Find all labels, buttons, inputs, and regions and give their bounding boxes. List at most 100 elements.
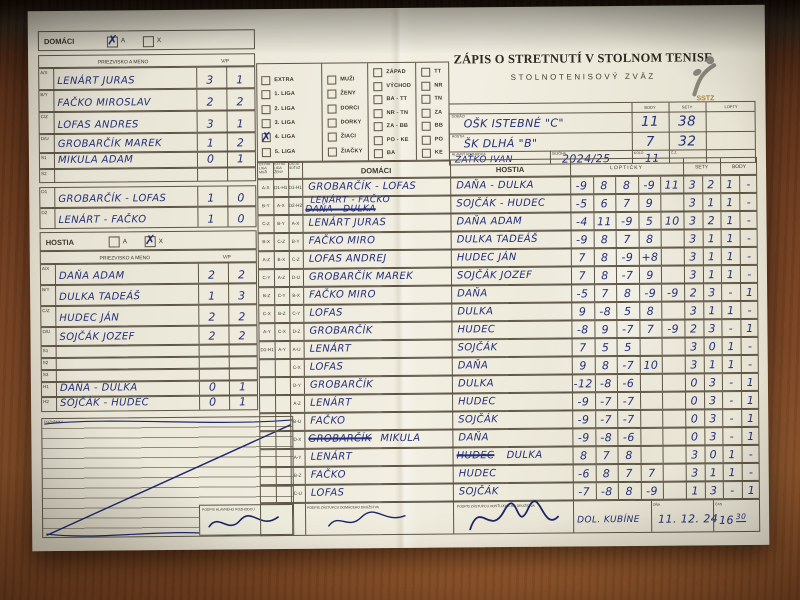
league-checkbox — [261, 90, 271, 100]
match-point: - — [746, 177, 751, 191]
sets-won: 1 — [708, 304, 716, 318]
player-name: SOJČÁK - HUDEC — [60, 397, 150, 409]
player-name: SOJČÁK JOZEF — [59, 331, 135, 343]
check-mark: ✗ — [260, 130, 273, 146]
cell-border — [196, 133, 198, 151]
set-ball-score: -8 — [576, 323, 589, 337]
home-roster-row: B/Y FAČKO MIROSLAV 2 2 — [38, 88, 256, 113]
cell-border — [302, 179, 304, 196]
wins-value: 1 — [207, 212, 215, 226]
guest-player: SOJČÁK — [457, 342, 498, 354]
sets-won: 1 — [691, 484, 699, 498]
league-checkbox — [421, 135, 431, 145]
sets-column-header: SETY — [694, 164, 709, 171]
wins-value: 2 — [208, 329, 216, 343]
sets-won: 1 — [708, 358, 717, 372]
cell-border — [198, 305, 200, 325]
league-checkbox — [373, 122, 383, 132]
set-ball-score: 7 — [579, 341, 587, 355]
score-summary: BODY SETY LOPTY DOMÁCI OŠK ISTEBNÉ "C" 11 38 HO… — [448, 100, 757, 166]
set-ball-score: 9 — [601, 323, 610, 337]
set-ball-score: 5 — [645, 214, 654, 228]
losses-value: 3 — [238, 289, 246, 303]
match-point: 1 — [728, 448, 736, 462]
row-code: H1 — [42, 384, 49, 390]
match-point: 1 — [745, 285, 754, 299]
guest-player: DAŇA - DULKA — [456, 179, 534, 192]
set-ball-score: -9 — [621, 250, 634, 265]
home-roster-row: S1 MIKULA ADAM 0 1 — [38, 151, 257, 170]
match-point: - — [746, 231, 752, 245]
home-option-X-checkbox — [142, 35, 154, 47]
league-checkbox — [327, 132, 337, 142]
league-checkbox — [373, 135, 383, 145]
notes-area: POZNÁMKY PODPIS HLAVNÉHO ROZHODCU — [41, 415, 295, 539]
cell-border — [226, 89, 228, 110]
cell-border — [304, 431, 306, 448]
wins-value: 1 — [207, 191, 215, 205]
cell-border — [452, 430, 454, 447]
cell-border — [54, 264, 57, 284]
set-ball-score: -8 — [599, 377, 612, 391]
match-point: 1 — [746, 321, 754, 335]
set-ball-score: 8 — [625, 484, 634, 499]
match-code: C-X — [292, 364, 301, 370]
home-player: LOFAS ANDREJ — [308, 253, 387, 265]
home-roster-row: C/Z LOFAS ANDRES 3 1 — [38, 110, 256, 135]
form-title: ZÁPIS O STRETNUTÍ V STOLNOM TENISE — [453, 50, 713, 67]
cell-border — [226, 111, 228, 132]
match-code: B-Y — [291, 238, 300, 244]
match-code: C-Z — [291, 256, 300, 262]
sets-won: 1 — [707, 250, 716, 264]
player-name: LENÁRT - FAČKO — [58, 214, 147, 226]
guest-roster-row: B/Y DULKA TADEÁŠ 1 3 — [40, 283, 258, 307]
cell-border — [304, 449, 306, 466]
cell-border — [55, 358, 57, 369]
sets-won: 0 — [690, 394, 699, 408]
sets-won: 3 — [708, 322, 716, 336]
match-point: 1 — [726, 268, 735, 282]
match-code: D-Z — [292, 328, 301, 334]
cell-border — [304, 467, 306, 484]
name-column-header: PRIEZVISKO A MENO — [99, 255, 151, 262]
cell-border — [452, 502, 455, 534]
cell-border — [228, 305, 230, 325]
cell-border — [303, 287, 305, 304]
cell-border — [302, 233, 304, 250]
set-ball-score: 8 — [622, 178, 631, 193]
guest-player: DULKA TADEÁŠ — [456, 233, 538, 246]
sets-won: 2 — [689, 322, 698, 336]
league-option-label: TN — [434, 95, 443, 102]
match-point: - — [728, 286, 733, 300]
match-point: 1 — [725, 178, 734, 192]
set-ball-score: -6 — [578, 467, 590, 481]
row-code: S1 — [40, 155, 47, 161]
home-representative-signature — [328, 511, 406, 527]
set-ball-score: -7 — [622, 394, 635, 409]
set-ball-score: 5 — [624, 304, 632, 319]
losses-value: 1 — [236, 152, 245, 166]
cell-border — [198, 357, 200, 368]
home-column-header: DOMÁCI — [360, 166, 392, 176]
player-name: DAŇA ADAM — [58, 270, 125, 282]
sets-won: 0 — [690, 430, 699, 444]
match-code: B-U — [293, 418, 302, 424]
row-code: C/Z — [42, 308, 50, 314]
guest-option-X-label: X — [158, 237, 164, 245]
match-code: B-Z — [262, 293, 271, 299]
row-code: S1 — [42, 348, 49, 354]
cell-border — [662, 410, 664, 427]
match-code: A-Y — [263, 329, 271, 335]
match-point: - — [729, 412, 734, 426]
match-code: A-X — [291, 220, 300, 226]
home-player: LENÁRT — [310, 451, 353, 463]
home-player: GROBARČÍK - LOFAS — [308, 180, 417, 193]
cell-border — [450, 268, 453, 285]
match-point: - — [730, 484, 735, 498]
losses-value: 0 — [237, 212, 245, 226]
guest-player: SOJČÁK — [458, 414, 499, 426]
losses-value: 2 — [238, 329, 246, 343]
guest-representative-signature — [469, 500, 559, 531]
check-mark: ✗ — [106, 32, 119, 49]
match-code: A-Y — [278, 346, 286, 353]
